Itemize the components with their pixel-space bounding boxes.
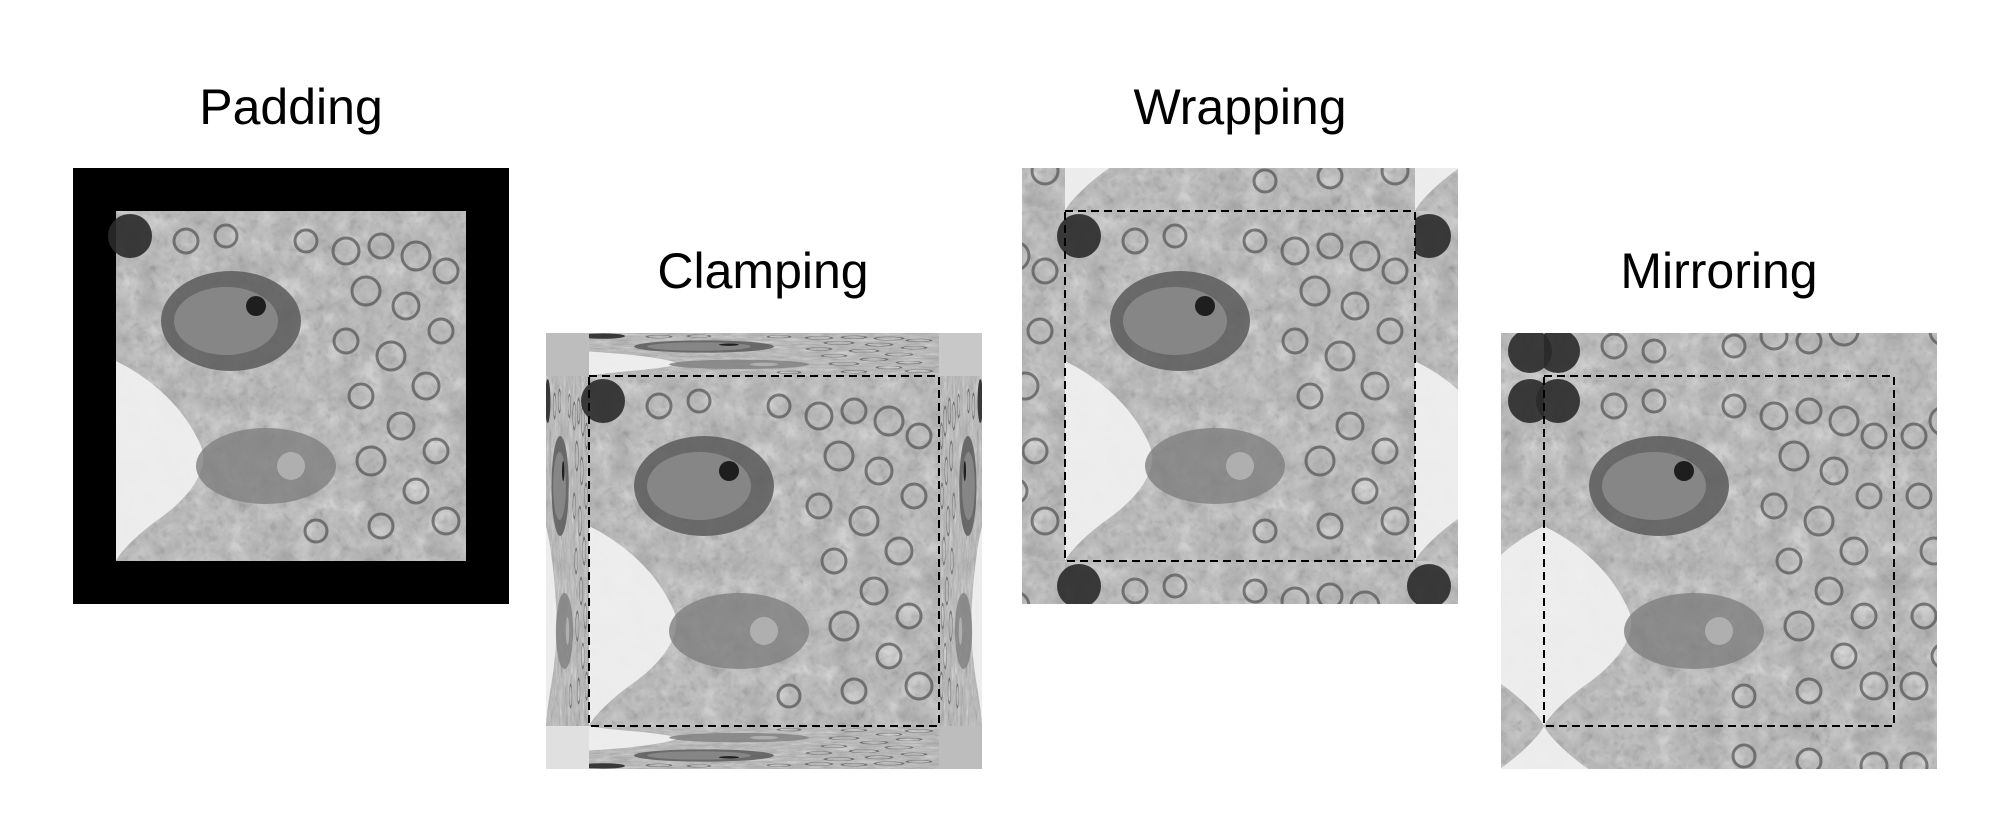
panel-title-mirroring: Mirroring [1620,243,1818,299]
mirroring-panel [1501,333,1937,769]
clamping-panel [546,333,982,769]
panel-title-clamping: Clamping [657,243,869,299]
clamped-edge-top [581,333,939,376]
clamped-edge-right [939,376,982,726]
panel-title-wrapping: Wrapping [1133,79,1347,135]
clamped-edge-bottom [581,726,939,769]
clamping-image [581,376,939,726]
padding-panel [73,168,509,604]
mirroring-dashed-outline [1543,375,1895,727]
wrapping-dashed-outline [1064,210,1416,562]
padding-image [108,211,466,561]
clamping-dashed-outline [588,375,940,727]
wrapping-panel [1022,168,1458,604]
mirroring-image [1536,376,1894,726]
wrapping-image [1057,211,1415,561]
clamped-edge-left [546,376,589,726]
panel-title-padding: Padding [199,79,383,135]
